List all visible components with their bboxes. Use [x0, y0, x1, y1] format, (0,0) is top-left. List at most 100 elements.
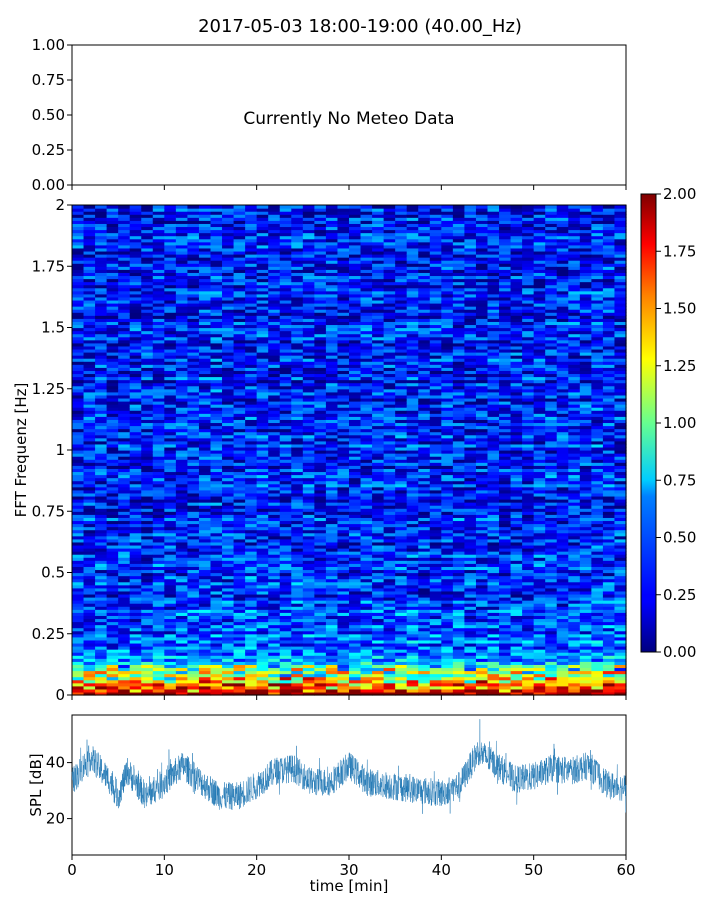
- spectrogram-cell: [418, 440, 431, 445]
- spectrogram-cell: [233, 348, 246, 353]
- spectrogram-cell: [210, 287, 223, 292]
- spectrogram-cell: [395, 639, 408, 644]
- spectrogram-cell: [164, 315, 177, 319]
- spectrogram-cell: [118, 532, 131, 537]
- spectrogram-cell: [418, 269, 431, 273]
- spectrogram-cell: [72, 661, 85, 665]
- spectrogram-cell: [210, 682, 223, 687]
- spectrogram-cell: [337, 379, 350, 384]
- spectrogram-cell: [245, 333, 258, 338]
- spectrogram-cell: [268, 263, 281, 267]
- spectrogram-cell: [164, 526, 177, 531]
- spectrogram-cell: [141, 489, 154, 494]
- spectrogram-cell: [141, 529, 154, 534]
- spectrogram-cell: [175, 373, 189, 378]
- spectrogram-cell: [349, 584, 362, 589]
- spectrogram-cell: [360, 260, 373, 264]
- spectrogram-cell: [418, 600, 431, 604]
- spectrogram-cell: [429, 691, 442, 696]
- spectrogram-cell: [383, 223, 396, 228]
- spectrogram-cell: [141, 437, 154, 442]
- spectrogram-cell: [372, 526, 385, 531]
- spectrogram-cell: [187, 483, 200, 488]
- spectrogram-cell: [372, 440, 385, 445]
- spectrogram-cell: [337, 425, 350, 430]
- spectrogram-cell: [129, 266, 142, 270]
- spectrogram-cell: [302, 627, 315, 632]
- spectrogram-cell: [291, 612, 304, 616]
- spectrogram-cell: [360, 318, 373, 322]
- spectrogram-cell: [118, 590, 131, 595]
- spectrogram-cell: [406, 563, 419, 567]
- spectrogram-cell: [268, 321, 281, 326]
- spectrogram-cell: [106, 312, 119, 316]
- spectrogram-cell: [360, 517, 373, 522]
- spectrogram-cell: [256, 541, 269, 546]
- spectrogram-cell: [198, 425, 212, 430]
- spectrogram-cell: [418, 254, 431, 258]
- spectrogram-cell: [210, 688, 223, 693]
- spectrogram-cell: [118, 642, 131, 647]
- spectrogram-cell: [210, 205, 223, 209]
- spectrogram-cell: [164, 404, 177, 408]
- spectrogram-cell: [83, 557, 96, 561]
- spectrogram-cell: [152, 551, 165, 555]
- spectrogram-cell: [175, 563, 189, 567]
- spectrogram-cell: [256, 505, 269, 509]
- spectrogram-cell: [187, 287, 200, 292]
- spectrogram-cell: [72, 459, 85, 463]
- spectrogram-cell: [83, 532, 96, 537]
- spectrogram-cell: [187, 554, 200, 558]
- spectrogram-cell: [418, 388, 431, 393]
- spectrogram-cell: [175, 581, 189, 586]
- spectrogram-cell: [349, 649, 362, 653]
- spectrogram-cell: [268, 278, 281, 283]
- spectrogram-cell: [198, 587, 212, 592]
- spectrogram-cell: [256, 211, 269, 215]
- spectrogram-cell: [302, 489, 315, 494]
- spectrogram-cell: [314, 211, 327, 215]
- spectrogram-cell: [198, 339, 212, 344]
- spectrogram-cell: [256, 572, 269, 577]
- spectrogram-cell: [256, 348, 269, 353]
- spectrogram-cell: [233, 465, 246, 469]
- spectrogram-cell: [325, 342, 339, 347]
- spectrogram-cell: [372, 688, 385, 693]
- spectrogram-cell: [372, 505, 385, 509]
- spectrogram-cell: [129, 584, 142, 589]
- spectrogram-cell: [198, 416, 212, 420]
- spectrogram-cell: [349, 502, 362, 506]
- spectrogram-cell: [372, 278, 385, 283]
- spectrogram-cell: [372, 238, 385, 243]
- spectrogram-cell: [95, 345, 108, 350]
- spectrogram-cell: [210, 379, 223, 384]
- spectrogram-cell: [337, 523, 350, 528]
- spectrogram-cell: [279, 471, 292, 476]
- spectrogram-cell: [175, 544, 189, 549]
- spectrogram-cell: [106, 254, 119, 258]
- spectrogram-cell: [383, 333, 396, 338]
- spectrogram-cell: [337, 388, 350, 393]
- spectrogram-cell: [175, 388, 189, 393]
- spectrogram-cell: [337, 532, 350, 537]
- spectrogram-cell: [83, 211, 96, 215]
- spectrogram-cell: [95, 385, 108, 390]
- spectrogram-cell: [383, 486, 396, 491]
- spectrogram-cell: [360, 603, 373, 607]
- spectrogram-cell: [337, 560, 350, 564]
- spectrogram-cell: [291, 293, 304, 298]
- spectrogram-cell: [83, 581, 96, 586]
- spectrogram-cell: [187, 437, 200, 442]
- spectrogram-cell: [83, 468, 96, 473]
- spectrogram-cell: [291, 321, 304, 326]
- spectrogram-cell: [291, 214, 304, 218]
- spectrogram-cell: [360, 486, 373, 491]
- spectrogram-cell: [118, 492, 131, 497]
- spectrogram-cell: [314, 655, 327, 659]
- spectrogram-cell: [360, 649, 373, 653]
- spectrogram-cell: [314, 232, 327, 237]
- spectrogram-cell: [83, 658, 96, 662]
- spectrogram-cell: [222, 419, 235, 424]
- spectrogram-cell: [141, 321, 154, 326]
- spectrogram-cell: [268, 241, 281, 246]
